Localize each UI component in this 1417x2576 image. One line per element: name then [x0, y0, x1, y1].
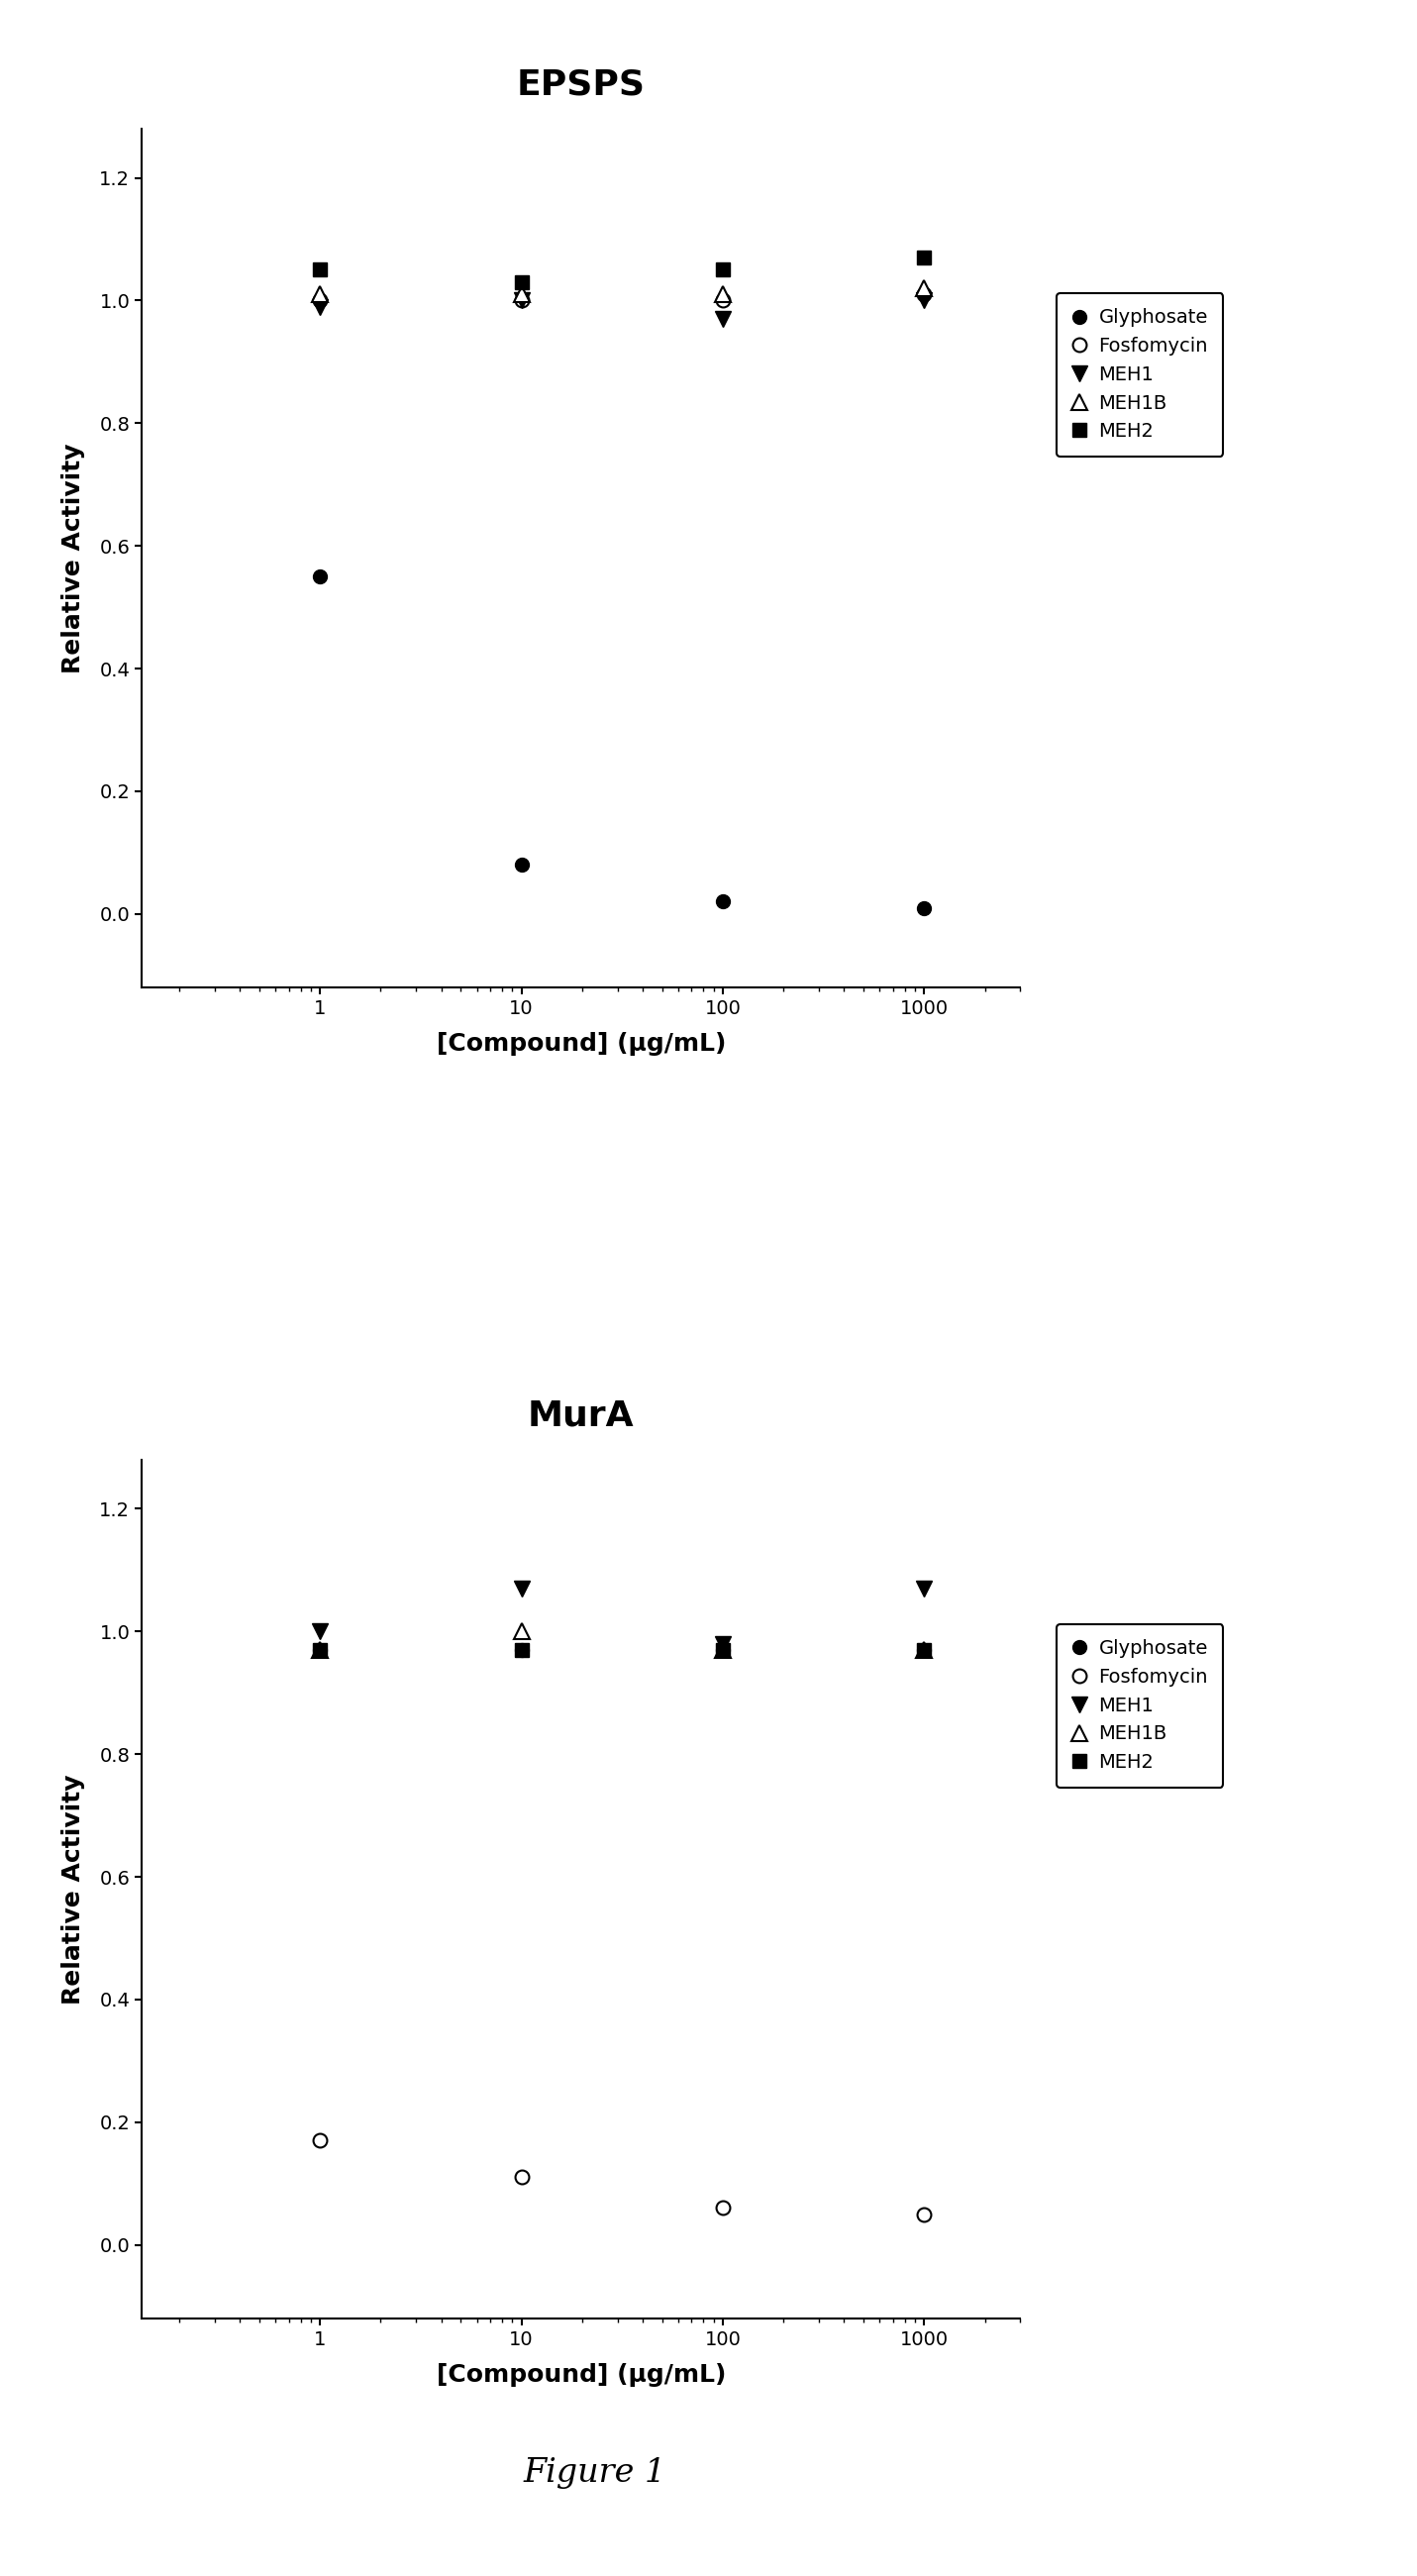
- Glyphosate: [513, 1633, 530, 1664]
- Fosfomycin: [513, 286, 530, 317]
- Glyphosate: [312, 562, 329, 592]
- Line: Fosfomycin: Fosfomycin: [313, 289, 931, 307]
- Fosfomycin: [312, 286, 329, 317]
- Legend: Glyphosate, Fosfomycin, MEH1, MEH1B, MEH2: Glyphosate, Fosfomycin, MEH1, MEH1B, MEH…: [1056, 294, 1223, 456]
- MEH2: [513, 268, 530, 299]
- Y-axis label: Relative Activity: Relative Activity: [62, 1775, 85, 2004]
- MEH1B: [714, 278, 731, 309]
- MEH1B: [915, 1633, 932, 1664]
- MEH1B: [312, 278, 329, 309]
- Glyphosate: [714, 1633, 731, 1664]
- MEH1B: [312, 1633, 329, 1664]
- Line: MEH1: MEH1: [312, 1579, 932, 1651]
- Line: MEH1: MEH1: [312, 291, 932, 327]
- Fosfomycin: [915, 2200, 932, 2231]
- MEH2: [714, 1633, 731, 1664]
- Legend: Glyphosate, Fosfomycin, MEH1, MEH1B, MEH2: Glyphosate, Fosfomycin, MEH1, MEH1B, MEH…: [1056, 1623, 1223, 1788]
- Title: EPSPS: EPSPS: [517, 67, 645, 100]
- Line: Fosfomycin: Fosfomycin: [313, 2133, 931, 2221]
- MEH1B: [513, 1615, 530, 1646]
- Glyphosate: [915, 1633, 932, 1664]
- Glyphosate: [714, 886, 731, 917]
- MEH1: [312, 291, 329, 322]
- Fosfomycin: [513, 2161, 530, 2192]
- MEH1: [312, 1615, 329, 1646]
- Line: MEH2: MEH2: [313, 250, 931, 289]
- MEH2: [714, 255, 731, 286]
- MEH2: [312, 1633, 329, 1664]
- MEH1B: [513, 278, 530, 309]
- MEH2: [915, 1633, 932, 1664]
- MEH1: [714, 1628, 731, 1659]
- Title: MurA: MurA: [527, 1399, 635, 1432]
- MEH1: [915, 286, 932, 317]
- MEH1: [513, 286, 530, 317]
- Line: Glyphosate: Glyphosate: [313, 1643, 931, 1656]
- Glyphosate: [915, 891, 932, 922]
- Text: Figure 1: Figure 1: [524, 2458, 666, 2488]
- Fosfomycin: [714, 2192, 731, 2223]
- MEH2: [513, 1633, 530, 1664]
- Fosfomycin: [714, 286, 731, 317]
- Y-axis label: Relative Activity: Relative Activity: [62, 443, 85, 672]
- Fosfomycin: [312, 2125, 329, 2156]
- Line: MEH1B: MEH1B: [312, 1623, 932, 1659]
- MEH1: [714, 304, 731, 335]
- X-axis label: [Compound] (μg/mL): [Compound] (μg/mL): [436, 2362, 726, 2385]
- MEH1B: [714, 1633, 731, 1664]
- MEH2: [915, 242, 932, 273]
- Line: MEH2: MEH2: [313, 1643, 931, 1656]
- MEH1: [915, 1574, 932, 1605]
- Fosfomycin: [915, 278, 932, 309]
- Glyphosate: [312, 1633, 329, 1664]
- Line: Glyphosate: Glyphosate: [313, 569, 931, 914]
- Glyphosate: [513, 850, 530, 881]
- Line: MEH1B: MEH1B: [312, 281, 932, 301]
- MEH1: [513, 1574, 530, 1605]
- MEH1B: [915, 273, 932, 304]
- X-axis label: [Compound] (μg/mL): [Compound] (μg/mL): [436, 1033, 726, 1056]
- MEH2: [312, 255, 329, 286]
